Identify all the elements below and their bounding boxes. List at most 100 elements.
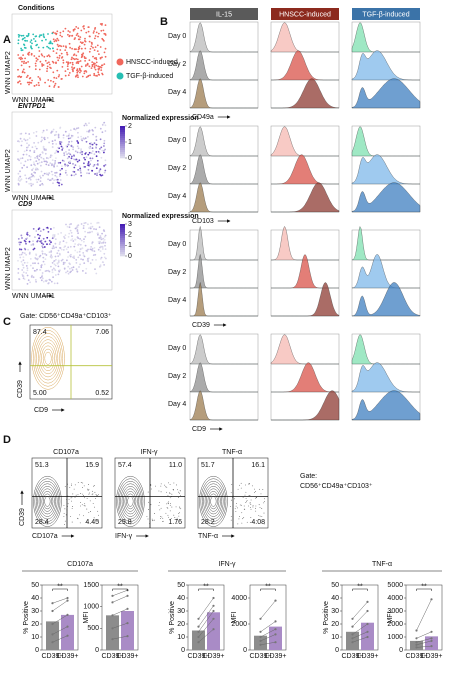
event <box>93 485 95 487</box>
event <box>77 494 79 496</box>
event <box>240 487 242 489</box>
umap-cell <box>67 74 70 77</box>
umap-cell <box>103 40 105 42</box>
donor-point <box>259 635 262 639</box>
donor-point <box>430 645 433 648</box>
donor-point <box>126 622 129 625</box>
umap-cell <box>26 138 29 141</box>
umap-cell <box>99 23 102 25</box>
event <box>241 504 243 506</box>
umap-cell <box>104 130 107 132</box>
event <box>167 502 169 504</box>
umap-cell <box>58 74 61 76</box>
contour <box>44 351 52 365</box>
event <box>94 485 95 486</box>
umap-cell <box>57 249 60 252</box>
umap-cell <box>29 77 32 79</box>
umap-cell <box>64 130 67 133</box>
umap-cell <box>26 283 29 285</box>
umap-cell <box>99 236 102 239</box>
histogram <box>351 390 421 421</box>
colorbar-tick-label: 3 <box>128 221 132 228</box>
umap-cell <box>55 178 58 181</box>
umap-cell <box>40 140 43 143</box>
umap-cell <box>44 81 46 84</box>
gate-note: Gate: <box>300 473 317 480</box>
umap-cell <box>98 171 101 174</box>
umap-cell <box>104 234 107 237</box>
umap-cell <box>59 31 62 34</box>
event <box>165 512 167 514</box>
umap-cell <box>48 63 51 66</box>
contour <box>199 475 228 527</box>
umap-cell <box>62 249 65 251</box>
umap-cell <box>24 39 26 42</box>
category-label: CD39− <box>250 653 272 660</box>
y-tick-label: 20 <box>331 621 339 628</box>
colorbar-step <box>120 250 125 253</box>
umap-cell <box>72 57 75 60</box>
umap-cell <box>91 43 93 45</box>
umap-cell <box>71 56 73 59</box>
event <box>176 519 178 521</box>
umap-cell <box>70 174 73 177</box>
donor-point <box>111 627 114 630</box>
event <box>169 497 171 499</box>
umap-cell <box>42 280 45 283</box>
umap-cell <box>50 250 53 253</box>
umap-cell <box>98 152 101 154</box>
umap-cell <box>72 163 74 165</box>
umap-cell <box>56 165 59 168</box>
umap-cell <box>99 234 102 237</box>
umap-cell <box>58 182 60 184</box>
contour <box>38 486 57 517</box>
histogram <box>351 334 420 365</box>
umap-cell <box>68 149 70 151</box>
umap-cell <box>43 263 46 266</box>
umap-cell <box>38 35 41 38</box>
umap-cell <box>22 266 25 269</box>
umap-cell <box>105 257 107 260</box>
quadrant-value: 28.2 <box>201 519 215 526</box>
umap-cell <box>98 53 100 55</box>
umap-cell <box>42 246 44 249</box>
colorbar-step <box>120 238 125 241</box>
umap-cell <box>47 54 50 57</box>
event <box>255 510 257 512</box>
umap-cell <box>47 178 49 181</box>
umap-cell <box>70 239 72 242</box>
y-tick-label: 50 <box>177 582 185 589</box>
panel-label: B <box>160 16 168 28</box>
event <box>159 501 160 503</box>
event <box>79 514 81 516</box>
marker-label: CD49a <box>192 114 214 121</box>
umap-cell <box>86 172 88 175</box>
legend-label: TGF-β-induced <box>126 73 173 80</box>
umap-cell <box>92 254 95 256</box>
umap-cell <box>27 177 30 180</box>
pair-line <box>416 599 432 631</box>
legend-swatch <box>116 72 124 80</box>
umap-cell <box>40 164 42 167</box>
donor-point <box>66 625 69 628</box>
umap-cell <box>46 65 49 68</box>
umap-cell <box>55 33 58 36</box>
pair-line <box>416 645 432 648</box>
umap-cell <box>68 35 71 38</box>
umap-cell <box>36 258 39 261</box>
umap-cell <box>84 235 87 238</box>
umap-cell <box>55 171 58 174</box>
umap-cell <box>72 266 75 269</box>
umap-cell <box>79 36 82 38</box>
y-tick-label: 20 <box>177 621 185 628</box>
y-tick-label: 2000 <box>387 621 403 628</box>
event <box>94 491 96 493</box>
umap-cell <box>28 155 31 157</box>
bar <box>46 621 59 650</box>
umap-cell <box>84 122 87 125</box>
umap-cell <box>49 156 52 159</box>
umap-cell <box>27 248 29 251</box>
umap-cell <box>57 233 60 235</box>
umap-cell <box>79 71 81 74</box>
umap-cell <box>52 182 54 185</box>
